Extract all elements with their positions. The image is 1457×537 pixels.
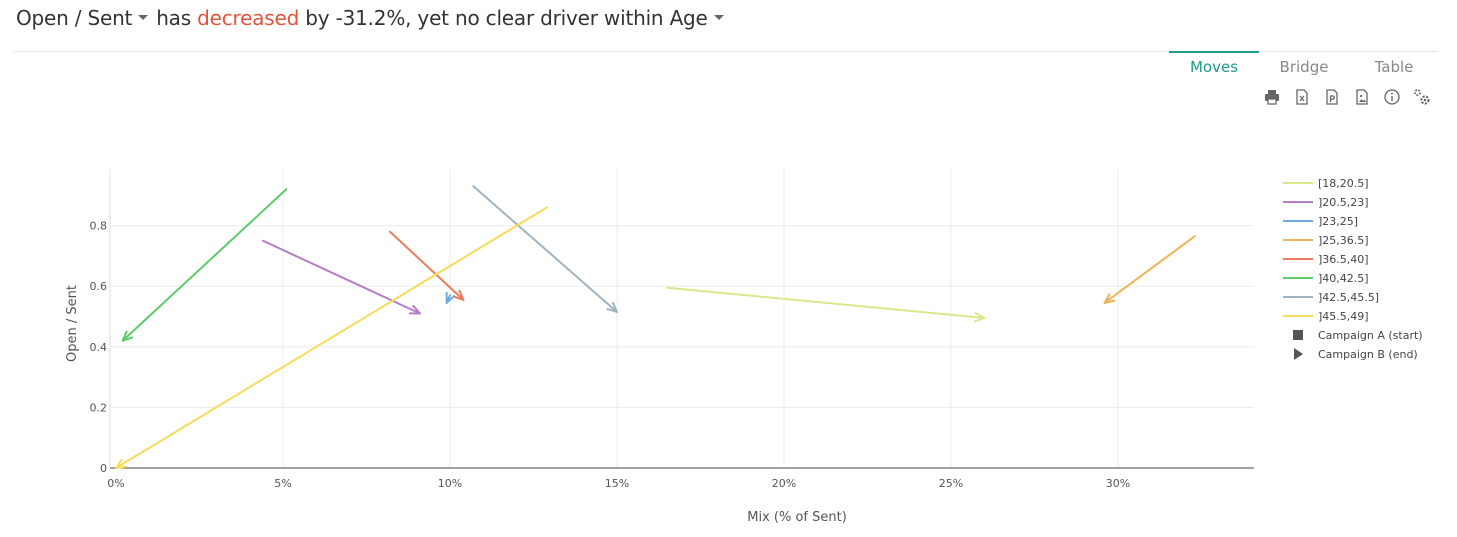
y-tick-label: 0.6 — [90, 280, 108, 293]
moves-chart: 0% 5% 10% 15% 20% 25% 30% 0 0.2 0.4 0.6 0.8 Mix (% o… — [65, 169, 1423, 525]
y-tick-label: 0.4 — [90, 341, 108, 354]
legend-label[interactable]: ]23,25] — [1318, 215, 1358, 228]
print-icon[interactable] — [1262, 87, 1282, 107]
legend-label[interactable]: ]20.5,23] — [1318, 196, 1369, 209]
header-divider — [14, 51, 1438, 52]
y-tick-label: 0.8 — [90, 220, 108, 233]
y-axis-title: Open / Sent — [65, 285, 80, 362]
move-arrow-head[interactable] — [452, 289, 465, 301]
powerpoint-export-icon[interactable] — [1322, 87, 1342, 107]
excel-export-icon[interactable] — [1292, 87, 1312, 107]
legend-label[interactable]: ]25,36.5] — [1318, 234, 1369, 247]
metric-label: Open / Sent — [16, 6, 133, 30]
x-tick-label: 25% — [939, 477, 963, 490]
legend-marker-square[interactable] — [1293, 330, 1303, 340]
legend-label[interactable]: Campaign B (end) — [1318, 348, 1418, 361]
move-arrow-head[interactable] — [606, 301, 618, 313]
move-arrow-head[interactable] — [1103, 293, 1116, 304]
move-arrow-head[interactable] — [408, 304, 421, 315]
y-tick-label: 0 — [100, 462, 107, 475]
legend-label[interactable]: Campaign A (start) — [1318, 329, 1423, 342]
chevron-down-icon — [713, 15, 724, 20]
move-arrow-line[interactable] — [388, 230, 465, 301]
info-icon[interactable] — [1382, 87, 1402, 107]
move-arrow-line[interactable] — [666, 286, 986, 320]
legend-label[interactable]: ]45.5,49] — [1318, 310, 1369, 323]
x-tick-label: 15% — [605, 477, 629, 490]
chevron-down-icon — [138, 15, 149, 20]
view-tabs: Moves Bridge Table — [1169, 51, 1439, 84]
move-arrow-head[interactable] — [115, 458, 127, 469]
move-arrow-line[interactable] — [472, 185, 618, 313]
legend-marker-triangle[interactable] — [1294, 348, 1303, 360]
tab-table[interactable]: Table — [1374, 58, 1414, 76]
headline-post: by -31.2%, yet no clear driver within — [305, 6, 664, 30]
move-arrow-head[interactable] — [121, 330, 134, 342]
legend-label[interactable]: ]36.5,40] — [1318, 253, 1369, 266]
legend-label[interactable]: ]40,42.5] — [1318, 272, 1369, 285]
x-tick-label: 30% — [1106, 477, 1130, 490]
x-tick-label: 10% — [438, 477, 462, 490]
export-toolbar — [1262, 87, 1432, 107]
move-arrow-line[interactable] — [121, 188, 288, 342]
y-tick-label: 0.2 — [90, 401, 108, 414]
legend-label[interactable]: [18,20.5] — [1318, 177, 1369, 190]
x-tick-label: 20% — [772, 477, 796, 490]
tab-bridge[interactable]: Bridge — [1279, 58, 1329, 76]
move-arrow-head[interactable] — [445, 291, 456, 304]
move-arrow-line[interactable] — [115, 206, 548, 469]
headline: Open / Sent has decreased by -31.2%, yet … — [16, 6, 732, 30]
metric-selector[interactable]: Open / Sent — [16, 6, 156, 30]
headline-pre: has — [156, 6, 191, 30]
move-arrow-head[interactable] — [973, 312, 986, 323]
settings-icon[interactable] — [1412, 87, 1432, 107]
x-tick-label: 5% — [274, 477, 291, 490]
x-tick-label: 0% — [107, 477, 124, 490]
legend-label[interactable]: ]42.5,45.5] — [1318, 291, 1379, 304]
move-arrow-line[interactable] — [261, 239, 421, 315]
move-arrow-line[interactable] — [1103, 235, 1196, 304]
dimension-label: Age — [669, 6, 708, 30]
tab-moves[interactable]: Moves — [1169, 51, 1259, 84]
image-export-icon[interactable] — [1352, 87, 1372, 107]
headline-direction: decreased — [197, 6, 300, 30]
x-axis-title: Mix (% of Sent) — [747, 510, 847, 525]
dimension-selector[interactable]: Age — [670, 6, 732, 30]
